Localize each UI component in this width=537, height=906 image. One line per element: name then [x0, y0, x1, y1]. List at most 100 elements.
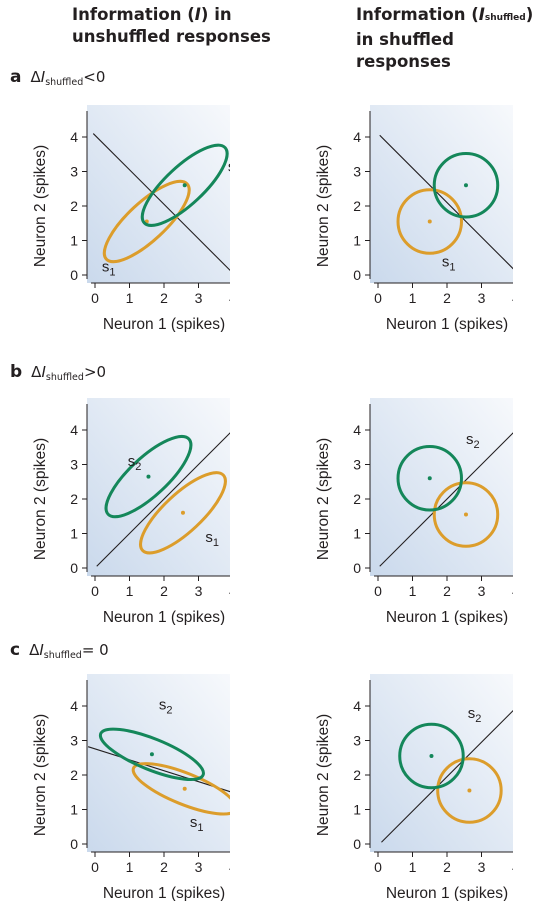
x-tick-label: 2: [160, 583, 168, 599]
s1-mean-dot: [464, 513, 468, 517]
s2-mean-dot: [428, 476, 432, 480]
delta-symbol: Δ: [30, 68, 40, 86]
x-tick-label: 3: [195, 583, 203, 599]
x-tick-label: 4: [229, 859, 230, 875]
s1-mean-dot: [183, 787, 187, 791]
s1-mean-dot: [428, 220, 432, 224]
y-tick-label: 2: [353, 491, 361, 507]
y-tick-label: 1: [353, 526, 361, 542]
y-axis-label: Neuron 2 (spikes): [315, 145, 332, 267]
row-letter: a: [10, 67, 21, 87]
panel-plot: 0011223344Neuron 1 (spikes)Neuron 2 (spi…: [25, 398, 230, 625]
y-tick-label: 3: [70, 733, 78, 749]
delta-symbol: Δ: [31, 363, 41, 381]
x-tick-label: 1: [126, 859, 134, 875]
x-axis-label: Neuron 1 (spikes): [103, 609, 225, 625]
right-header-suffix: ): [526, 5, 534, 24]
y-tick-label: 1: [353, 233, 361, 249]
x-axis-label: Neuron 1 (spikes): [103, 316, 225, 332]
s2-mean-dot: [183, 183, 187, 187]
right-header-line2: in shuffled responses: [356, 29, 537, 73]
y-tick-label: 4: [70, 422, 78, 438]
y-tick-label: 3: [353, 457, 361, 473]
x-tick-label: 1: [409, 859, 417, 875]
info-subscript: shuffled: [44, 650, 82, 661]
y-tick-label: 0: [353, 267, 361, 283]
right-header-subscript: shuffled: [485, 13, 526, 23]
y-tick-label: 4: [70, 698, 78, 714]
x-tick-label: 2: [160, 859, 168, 875]
y-tick-label: 2: [353, 767, 361, 783]
x-tick-label: 4: [512, 290, 513, 306]
y-tick-label: 3: [353, 164, 361, 180]
x-tick-label: 0: [91, 583, 99, 599]
y-tick-label: 4: [353, 129, 361, 145]
y-tick-label: 2: [70, 198, 78, 214]
row-letter: b: [10, 362, 22, 382]
panel-b-unshuffled: 0011223344Neuron 1 (spikes)Neuron 2 (spi…: [25, 398, 230, 625]
y-tick-label: 0: [353, 560, 361, 576]
x-tick-label: 3: [478, 859, 486, 875]
x-tick-label: 3: [478, 290, 486, 306]
y-tick-label: 4: [353, 422, 361, 438]
s2-mean-dot: [464, 183, 468, 187]
x-tick-label: 0: [91, 290, 99, 306]
s1-mean-dot: [467, 789, 471, 793]
x-tick-label: 3: [195, 290, 203, 306]
row-letter: c: [10, 640, 20, 660]
relation-text: = 0: [82, 641, 109, 659]
x-tick-label: 2: [443, 859, 451, 875]
right-header-prefix: Information (: [356, 5, 479, 24]
panel-a-shuffled: 0011223344Neuron 1 (spikes)Neuron 2 (spi…: [308, 105, 513, 332]
x-tick-label: 4: [229, 290, 230, 306]
x-tick-label: 0: [374, 583, 382, 599]
y-tick-label: 4: [353, 698, 361, 714]
y-tick-label: 0: [70, 267, 78, 283]
x-tick-label: 1: [126, 583, 134, 599]
left-header-suffix: ) in: [201, 5, 232, 24]
panel-c-shuffled: 0011223344Neuron 1 (spikes)Neuron 2 (spi…: [308, 674, 513, 901]
panel-b-shuffled: 0011223344Neuron 1 (spikes)Neuron 2 (spi…: [308, 398, 513, 625]
s2-mean-dot: [150, 752, 154, 756]
y-tick-label: 0: [353, 836, 361, 852]
x-tick-label: 4: [229, 583, 230, 599]
y-tick-label: 3: [70, 457, 78, 473]
panel-plot: 0011223344Neuron 1 (spikes)Neuron 2 (spi…: [25, 105, 230, 332]
y-tick-label: 0: [70, 836, 78, 852]
y-axis-label: Neuron 2 (spikes): [32, 714, 49, 836]
s2-mean-dot: [429, 754, 433, 758]
x-tick-label: 1: [409, 583, 417, 599]
x-tick-label: 4: [512, 583, 513, 599]
x-axis-label: Neuron 1 (spikes): [386, 316, 508, 332]
y-tick-label: 3: [70, 164, 78, 180]
x-tick-label: 0: [374, 859, 382, 875]
relation-text: <0: [83, 68, 105, 86]
panel-plot: 0011223344Neuron 1 (spikes)Neuron 2 (spi…: [25, 674, 230, 901]
x-axis-label: Neuron 1 (spikes): [386, 885, 508, 901]
info-subscript: shuffled: [45, 77, 83, 88]
s2-mean-dot: [146, 475, 150, 479]
plot-background: [370, 398, 513, 576]
plot-background: [87, 398, 230, 576]
panel-plot: 0011223344Neuron 1 (spikes)Neuron 2 (spi…: [308, 398, 513, 625]
s1-mean-dot: [181, 511, 185, 515]
x-axis-label: Neuron 1 (spikes): [386, 609, 508, 625]
y-tick-label: 1: [70, 802, 78, 818]
x-axis-label: Neuron 1 (spikes): [103, 885, 225, 901]
y-tick-label: 2: [70, 767, 78, 783]
panel-c-unshuffled: 0011223344Neuron 1 (spikes)Neuron 2 (spi…: [25, 674, 230, 901]
left-header-line2: unshuffled responses: [72, 26, 271, 48]
right-column-header: Information (Ishuffled) in shuffled resp…: [356, 4, 537, 73]
plot-background: [87, 105, 230, 283]
y-tick-label: 4: [70, 129, 78, 145]
y-axis-label: Neuron 2 (spikes): [315, 714, 332, 836]
y-tick-label: 3: [353, 733, 361, 749]
panel-plot: 0011223344Neuron 1 (spikes)Neuron 2 (spi…: [308, 674, 513, 901]
y-tick-label: 1: [353, 802, 361, 818]
delta-symbol: Δ: [29, 641, 39, 659]
x-tick-label: 0: [374, 290, 382, 306]
y-axis-label: Neuron 2 (spikes): [32, 438, 49, 560]
left-header-prefix: Information (: [72, 5, 195, 24]
